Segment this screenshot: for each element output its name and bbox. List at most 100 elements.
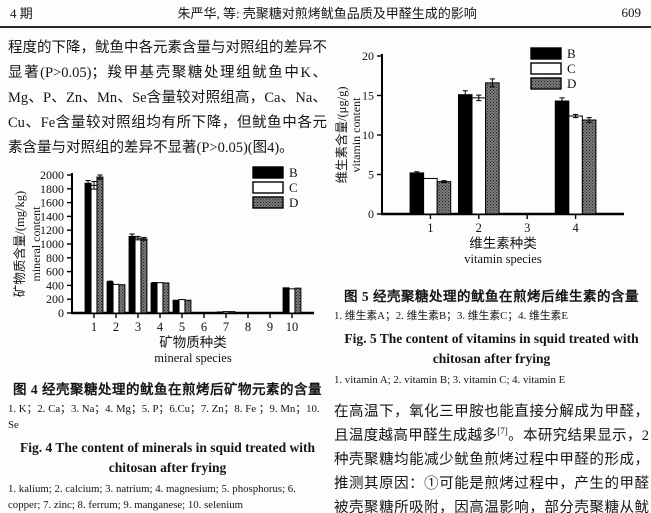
- right-paragraph: 在高温下，氧化三甲胺也能直接分解成为甲醛，且温度越高甲醛生成越多[7]。本研究结…: [334, 400, 649, 513]
- x-tick-label: 3: [135, 320, 141, 334]
- fig4-caption-zh: 图 4 经壳聚糖处理的鱿鱼在煎烤后矿物元素的含量: [13, 382, 322, 397]
- y-axis-label-en: vitamin content: [349, 97, 363, 173]
- bar-C-1: [423, 177, 438, 215]
- fig5-vitamins-bar-chart: 0 5 10 15 20 维生素含量/(μg/g) vitamin content 1 2 3 4 维…: [334, 46, 624, 266]
- fig4-items-zh: 1. K；2. Ca；3. Na；4. Mg；5. P；6.Cu；7. Zn；8…: [8, 403, 320, 431]
- legend-label-B: B: [567, 46, 576, 61]
- fig4-items-en: 1. kalium; 2. calcium; 3. natrium; 4. ma…: [8, 483, 296, 511]
- bar-B-4: [150, 282, 158, 314]
- legend-label-C: C: [289, 180, 298, 195]
- bar-B-5: [172, 299, 180, 314]
- reference-marker: [7]: [497, 426, 508, 437]
- bar-B-1: [409, 172, 425, 215]
- bar-B-1: [84, 182, 92, 314]
- header-divider: [0, 26, 651, 28]
- x-axis-label-en: mineral species: [154, 351, 232, 365]
- bar-C-4: [568, 115, 583, 215]
- page-number: 609: [621, 4, 641, 20]
- y-tick-label: 400: [46, 278, 64, 292]
- y-tick-label: 1000: [40, 237, 64, 251]
- x-tick-label: 5: [179, 320, 185, 334]
- error-bars: [414, 78, 592, 184]
- x-tick-label: 2: [476, 221, 482, 235]
- legend: BCD: [252, 165, 298, 210]
- y-tick-label: 800: [46, 251, 64, 265]
- x-axis-label-zh: 维生素种类: [469, 236, 537, 251]
- y-tick-label: 1800: [40, 182, 64, 196]
- legend-label-D: D: [567, 76, 576, 91]
- bar-C-5: [178, 299, 186, 314]
- fig5-caption-block: 图 5 经壳聚糖处理的鱿鱼在煎烤后维生素的含量 1. 维生素A；2. 维生素B；…: [334, 285, 649, 388]
- paragraph-text-before-ref: 在高温下，氧化三甲胺也能直接分解成为甲醛，且温度越高甲醛生成越多: [334, 404, 649, 444]
- y-tick-label: 1200: [40, 223, 64, 237]
- fig5-items-en: 1. vitamin A; 2. vitamin B; 3. vitamin C…: [334, 374, 566, 386]
- fig5-items-zh: 1. 维生素A；2. 维生素B；3. 维生素C；4. 维生素E: [334, 310, 568, 322]
- bar-D-2: [118, 284, 126, 314]
- x-axis-label-en: vitamin species: [464, 252, 542, 266]
- y-axis-label-zh: 矿物质含量/(mg/kg): [12, 191, 27, 297]
- legend-label-D: D: [289, 195, 298, 210]
- bar-D-1: [96, 176, 104, 314]
- x-axis-ticks: 1 2 3 4: [427, 215, 579, 235]
- fig5-caption-en: Fig. 5 The content of vitamins in squid …: [344, 331, 639, 366]
- x-tick-label: 6: [201, 320, 207, 334]
- bar-C-4: [156, 282, 164, 314]
- bar-D-4: [581, 119, 597, 215]
- error-bars: [85, 174, 157, 285]
- bar-B-2: [457, 94, 473, 215]
- bar-C-10: [288, 288, 296, 314]
- legend: BCD: [530, 46, 576, 91]
- x-tick-label: 1: [91, 320, 97, 334]
- x-tick-label: 7: [223, 320, 229, 334]
- bar-D-7: [228, 311, 236, 314]
- y-tick-label: 10: [362, 128, 374, 142]
- y-tick-label: 0: [368, 207, 374, 221]
- x-tick-label: 10: [286, 320, 299, 334]
- bars: [84, 176, 302, 314]
- x-tick-label: 4: [157, 320, 164, 334]
- bar-C-7: [222, 311, 230, 314]
- y-tick-label: 0: [58, 306, 64, 320]
- paragraph-text-after-ref: 。本研究结果显示，2种壳聚糖均能减少鱿鱼煎烤过程中甲醛的形成，推测其原因：①可能…: [334, 428, 649, 513]
- bar-D-1: [436, 181, 452, 215]
- right-column: 0 5 10 15 20 维生素含量/(μg/g) vitamin content 1 2 3 4 维…: [334, 40, 649, 513]
- bar-C-3: [134, 237, 142, 314]
- y-tick-label: 15: [362, 89, 374, 103]
- x-tick-label: 9: [267, 320, 273, 334]
- left-column: 程度的下降，鱿鱼中各元素含量与对照组的差异不显著(P>0.05)；羧甲基壳聚糖处…: [8, 36, 327, 513]
- fig5-caption-zh: 图 5 经壳聚糖处理的鱿鱼在煎烤后维生素的含量: [344, 289, 639, 304]
- page-header: 4 期 朱严华, 等: 壳聚糖对煎烤鱿鱼品质及甲醛生成的影响 609: [0, 0, 651, 25]
- x-tick-label: 2: [113, 320, 119, 334]
- bar-C-1: [90, 184, 98, 314]
- bar-B-4: [554, 100, 570, 215]
- bar-D-2: [485, 82, 500, 215]
- bar-B-10: [282, 287, 290, 314]
- fig4-caption-en: Fig. 4 The content of minerals in squid …: [19, 440, 315, 475]
- running-title: 朱严华, 等: 壳聚糖对煎烤鱿鱼品质及甲醛生成的影响: [177, 6, 477, 21]
- bar-B-3: [128, 235, 136, 314]
- x-axis-ticks: 1 2 3 4 5 6 7 8 9 10: [91, 314, 298, 334]
- y-tick-label: 1600: [40, 196, 64, 210]
- bar-B-2: [106, 281, 114, 314]
- journal-issue: 4 期: [10, 6, 33, 21]
- x-tick-label: 4: [572, 221, 579, 235]
- bar-C-2: [471, 97, 487, 215]
- y-tick-label: 600: [46, 265, 64, 279]
- y-tick-label: 1400: [40, 209, 64, 223]
- y-axis-label-en: mineral content: [29, 206, 43, 282]
- legend-swatch-B: [530, 47, 562, 60]
- y-tick-label: 200: [46, 292, 64, 306]
- y-axis-label-zh: 维生素含量/(μg/g): [334, 87, 349, 184]
- fig4-caption-block: 图 4 经壳聚糖处理的鱿鱼在煎烤后矿物元素的含量 1. K；2. Ca；3. N…: [8, 378, 327, 513]
- x-axis-label-zh: 矿物质种类: [159, 335, 227, 350]
- x-tick-label: 1: [427, 221, 433, 235]
- bar-B-7: [216, 311, 224, 314]
- legend-label-B: B: [289, 165, 298, 180]
- bar-C-2: [112, 283, 120, 314]
- legend-swatch-B: [252, 166, 284, 179]
- x-tick-label: 3: [524, 221, 530, 235]
- y-tick-label: 5: [368, 168, 374, 182]
- y-tick-label: 20: [362, 49, 374, 63]
